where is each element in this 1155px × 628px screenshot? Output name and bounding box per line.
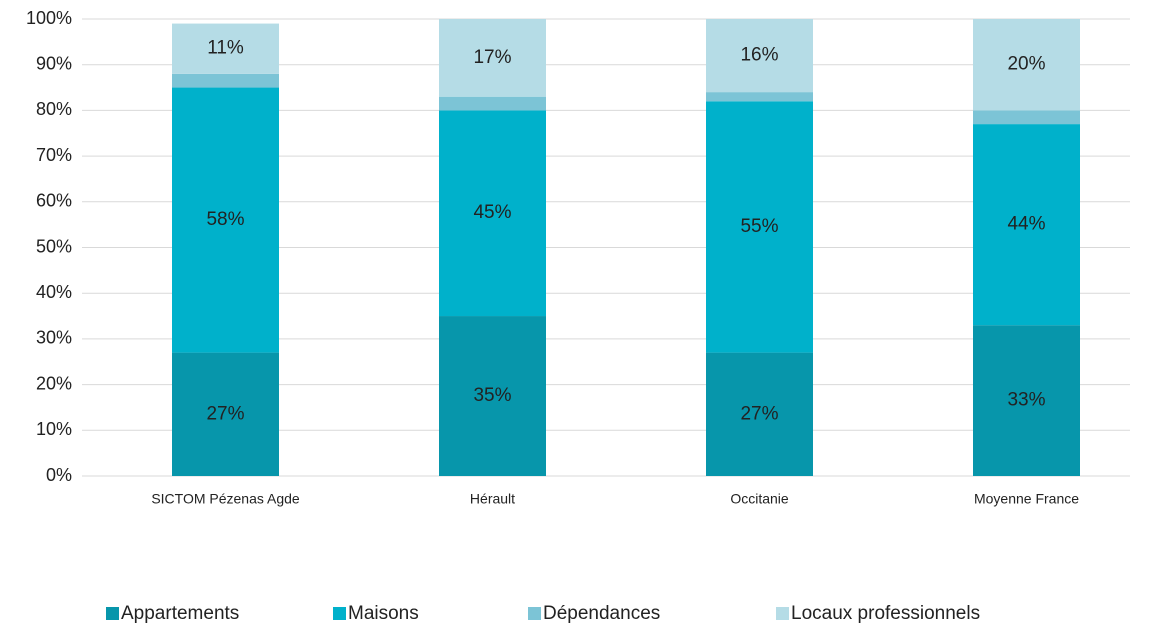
- legend-swatch: [106, 607, 119, 620]
- y-tick-label: 40%: [36, 282, 72, 302]
- legend-label: Maisons: [348, 603, 419, 624]
- y-tick-label: 60%: [36, 191, 72, 211]
- y-tick-label: 0%: [46, 465, 72, 485]
- x-tick-label: Occitanie: [730, 491, 789, 507]
- data-label: 33%: [1007, 390, 1045, 411]
- y-tick-label: 10%: [36, 419, 72, 439]
- bar-segment: [439, 110, 546, 317]
- data-label: 55%: [740, 216, 778, 237]
- bar-segment: [706, 101, 813, 353]
- y-tick-label: 90%: [36, 53, 72, 73]
- legend-label: Locaux professionnels: [791, 603, 980, 624]
- bar-segment: [973, 110, 1080, 125]
- legend-swatch: [528, 607, 541, 620]
- bar-segment: [973, 124, 1080, 326]
- y-tick-label: 50%: [36, 236, 72, 256]
- bar-segment: [439, 316, 546, 476]
- y-tick-label: 80%: [36, 99, 72, 119]
- data-label: 27%: [206, 403, 244, 424]
- data-label: 58%: [206, 209, 244, 230]
- data-label: 11%: [207, 38, 244, 59]
- data-label: 44%: [1007, 214, 1045, 235]
- bar-segment: [973, 325, 1080, 476]
- legend-label: Appartements: [121, 603, 239, 624]
- y-tick-label: 30%: [36, 328, 72, 348]
- bar-segment: [439, 96, 546, 111]
- bar-segment: [172, 23, 279, 74]
- bar-segment: [172, 352, 279, 476]
- bar-segment: [172, 73, 279, 88]
- legend-label: Dépendances: [543, 603, 660, 624]
- bar-segment: [439, 19, 546, 97]
- data-label: 17%: [473, 47, 511, 68]
- data-label: 20%: [1007, 54, 1045, 75]
- y-tick-label: 20%: [36, 373, 72, 393]
- data-label: 45%: [473, 202, 511, 223]
- data-label: 16%: [740, 45, 778, 66]
- y-tick-label: 100%: [26, 8, 72, 28]
- data-label: 35%: [473, 385, 511, 406]
- y-tick-label: 70%: [36, 145, 72, 165]
- bar-segment: [706, 92, 813, 102]
- bar-segment: [973, 19, 1080, 111]
- x-tick-label: SICTOM Pézenas Agde: [151, 491, 300, 507]
- legend-swatch: [333, 607, 346, 620]
- data-label: 27%: [740, 403, 778, 424]
- bar-segment: [172, 87, 279, 353]
- x-tick-label: Hérault: [470, 491, 515, 507]
- bar-segment: [706, 19, 813, 93]
- x-tick-label: Moyenne France: [974, 491, 1079, 507]
- bar-segment: [706, 352, 813, 476]
- legend-swatch: [776, 607, 789, 620]
